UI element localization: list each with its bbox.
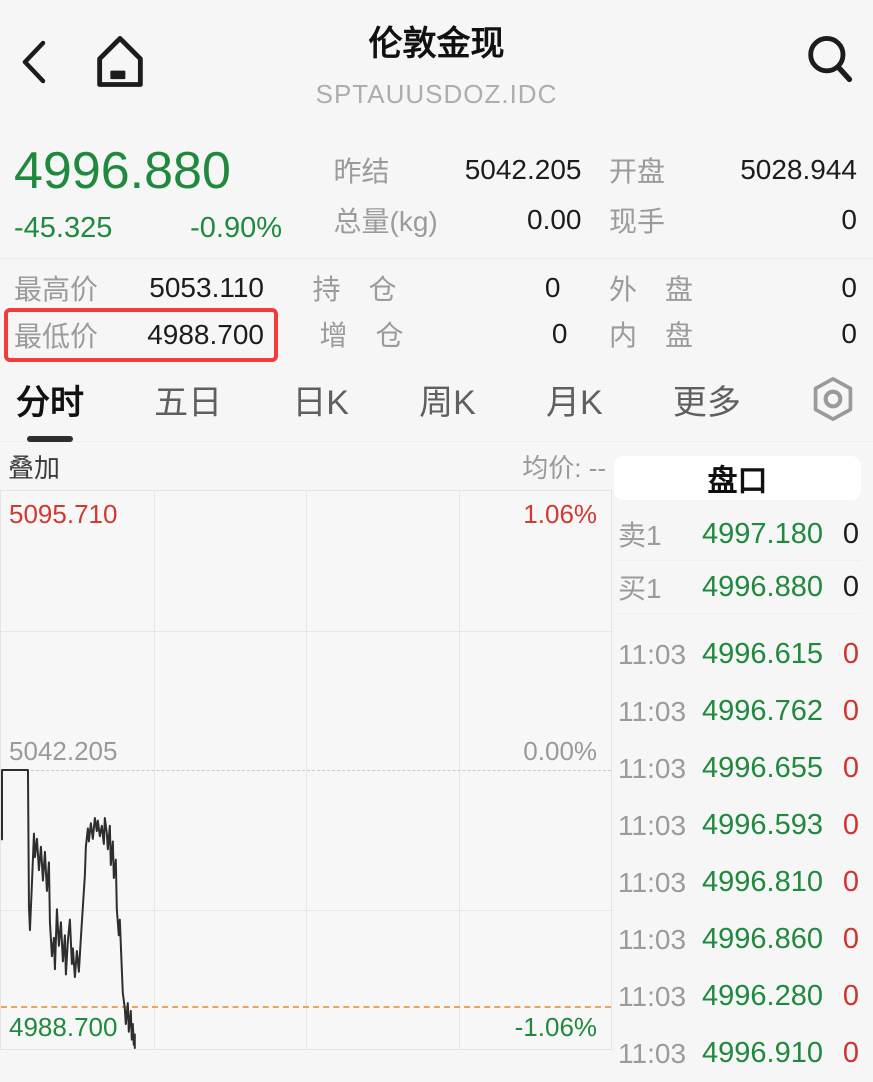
main-content: 叠加 均价: -- 5095.710 1.06% 5042.205 0.00% …	[0, 442, 873, 1082]
bid-volume: 0	[842, 570, 859, 603]
tick-row: 11:03 4996.593 0	[618, 809, 859, 841]
low-price-highlight-box: 最低价 4988.700	[4, 307, 278, 362]
chart-column: 叠加 均价: -- 5095.710 1.06% 5042.205 0.00% …	[0, 442, 613, 1050]
bid-label: 买1	[618, 573, 662, 604]
order-book-panel: 盘口 卖1 4997.180 0 买1 4996.880 0 11:03 4996…	[612, 442, 873, 1082]
y-max-pct-label: 1.06%	[523, 499, 598, 529]
settings-hexagon-icon	[811, 375, 855, 428]
oi-change-label: 增 仓	[319, 320, 404, 351]
chart-settings-button[interactable]	[811, 375, 855, 428]
gridline-horizontal	[1, 909, 612, 911]
tab-more[interactable]: 更多	[672, 383, 741, 422]
current-hand-value: 0	[841, 204, 857, 235]
home-icon	[90, 32, 150, 97]
volume-label: 总量(kg)	[333, 206, 438, 237]
oi-change-value: 0	[551, 318, 568, 349]
price-change: -45.325	[14, 212, 113, 244]
avg-price-label: 均价: --	[522, 452, 607, 483]
ask-volume: 0	[842, 517, 859, 550]
search-button[interactable]	[801, 32, 857, 92]
open-label: 开盘	[609, 156, 666, 187]
tick-row: 11:03 4996.615 0	[618, 638, 859, 670]
y-min-pct-label: -1.06%	[514, 1012, 598, 1042]
bid-price: 4996.880	[702, 570, 823, 603]
ask-label: 卖1	[618, 520, 662, 551]
tab-month-k[interactable]: 月K	[546, 383, 603, 422]
header: 伦敦金现 SPTAUUSDOZ.IDC	[0, 0, 873, 118]
overlay-button[interactable]: 叠加	[8, 452, 61, 483]
y-max-price-label: 5095.710	[9, 499, 118, 529]
tab-bar: 分时 五日 日K 周K 月K 更多	[0, 361, 873, 442]
tick-row: 11:03 4996.762 0	[618, 695, 859, 727]
bid-row: 买1 4996.880 0	[614, 561, 861, 614]
tick-list[interactable]: 11:03 4996.615 0 11:03 4996.762 0 11:03 4996.65…	[614, 626, 861, 1082]
inner-disk-value: 0	[841, 318, 857, 349]
last-price: 4996.880	[14, 142, 231, 200]
tick-row: 11:03 4996.910 0	[618, 1037, 859, 1069]
low-value: 4988.700	[147, 318, 264, 350]
symbol-code: SPTAUUSDOZ.IDC	[315, 79, 558, 109]
open-interest-label: 持 仓	[312, 274, 397, 305]
quote-summary: 4996.880 -45.325 -0.90% 昨结 5042.205 总量(k…	[0, 118, 873, 258]
outer-disk-value: 0	[841, 272, 857, 303]
outer-disk-label: 外 盘	[609, 274, 694, 305]
minute-chart-canvas[interactable]: 5095.710 1.06% 5042.205 0.00% 4988.700 -…	[0, 490, 613, 1050]
tick-row: 11:03 4996.280 0	[618, 980, 859, 1012]
last-price-dashed-line	[1, 1006, 612, 1009]
tick-row: 11:03 4996.810 0	[618, 866, 859, 898]
tick-row: 11:03 4996.655 0	[618, 752, 859, 784]
tick-row: 11:03 4996.860 0	[618, 923, 859, 955]
high-label: 最高价	[14, 274, 99, 305]
tab-day-k[interactable]: 日K	[292, 383, 349, 422]
volume-value: 0.00	[527, 204, 582, 235]
quote-details: 最高价 5053.110 持 仓 0 外 盘 0 最低价 4988.700 增 …	[0, 259, 873, 362]
prev-close-value: 5042.205	[464, 154, 582, 185]
ask-row: 卖1 4997.180 0	[614, 508, 861, 561]
order-book-tab[interactable]: 盘口	[614, 456, 861, 500]
search-icon	[803, 32, 855, 93]
prev-close-dashed-line	[1, 770, 612, 771]
y-mid-pct-label: 0.00%	[523, 736, 598, 766]
chevron-left-icon	[17, 36, 51, 93]
low-label: 最低价	[14, 320, 99, 352]
gridline-horizontal	[1, 630, 612, 632]
y-mid-price-label: 5042.205	[9, 736, 118, 766]
price-line-svg	[1, 769, 136, 1049]
page-title: 伦敦金现	[368, 25, 505, 63]
current-hand-label: 现手	[609, 206, 666, 237]
inner-disk-label: 内 盘	[609, 320, 694, 351]
ask-price: 4997.180	[702, 517, 823, 550]
high-value: 5053.110	[149, 272, 264, 303]
price-line	[1, 769, 136, 1049]
home-button[interactable]	[88, 32, 152, 96]
open-value: 5028.944	[740, 154, 857, 185]
back-button[interactable]	[14, 36, 54, 92]
tab-minute[interactable]: 分时	[16, 375, 84, 428]
y-min-price-label: 4988.700	[9, 1012, 118, 1042]
divider	[0, 258, 873, 259]
open-interest-value: 0	[544, 272, 561, 303]
tab-week-k[interactable]: 周K	[419, 383, 476, 422]
prev-close-label: 昨结	[333, 156, 390, 187]
tab-five-day[interactable]: 五日	[154, 383, 223, 422]
price-change-pct: -0.90%	[190, 212, 282, 244]
